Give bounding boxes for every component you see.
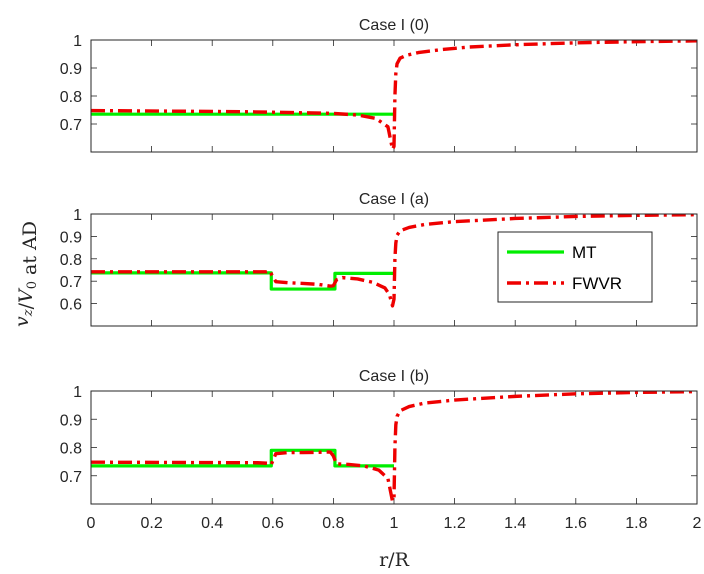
x-tick-label: 2 [693, 515, 702, 532]
x-axis-label: r/R [379, 549, 409, 571]
y-tick-label: 0.7 [60, 469, 82, 486]
axes-frame [90, 390, 698, 505]
y-tick-label: 0.9 [60, 229, 82, 246]
y-tick-label: 1 [73, 33, 82, 50]
x-tick-label: 0.4 [201, 515, 223, 532]
panel-title: Case I (a) [359, 191, 429, 208]
y-tick-label: 0.9 [60, 412, 82, 429]
series-mt-line [91, 271, 394, 291]
panel-3: Case I (b) 0.7 0.8 0.9 1 [60, 368, 698, 505]
x-tick-label: 0 [87, 515, 96, 532]
axes-frame [90, 39, 698, 153]
legend-box [497, 231, 653, 303]
y-tick-label: 0.9 [60, 61, 82, 78]
y-tick-label: 0.7 [60, 274, 82, 291]
y-tick-label: 0.8 [60, 252, 82, 269]
x-tick-label: 0.6 [262, 515, 284, 532]
series-fwvr-line [91, 214, 697, 308]
y-axis-label: vz/V0 at AD [11, 221, 41, 327]
panel-title: Case I (b) [359, 368, 429, 385]
series-fwvr-line [91, 391, 697, 503]
y-tick-label: 1 [73, 384, 82, 401]
y-tick-label: 0.8 [60, 89, 82, 106]
legend-label-mt: MT [572, 243, 597, 262]
x-tick-label: 1.4 [504, 515, 526, 532]
x-tick-label: 0.8 [322, 515, 344, 532]
axes-frame [90, 213, 698, 327]
x-tick-labels: 0 0.2 0.4 0.6 0.8 1 1.2 1.4 1.6 1.8 2 [87, 515, 702, 532]
panel-title: Case I (0) [359, 17, 429, 34]
y-tick-label: 0.7 [60, 117, 82, 134]
x-tick-label: 1.2 [443, 515, 465, 532]
x-tick-label: 1 [390, 515, 399, 532]
plot-area [91, 40, 697, 152]
y-tick-label: 0.6 [60, 297, 82, 314]
series-fwvr-line [91, 40, 697, 151]
series-mt-line [91, 448, 394, 468]
legend-label-fwvr: FWVR [572, 274, 622, 293]
x-tick-label: 0.2 [140, 515, 162, 532]
x-tick-label: 1.8 [625, 515, 647, 532]
panel-1: Case I (0) 0.7 0.8 0.9 1 [60, 17, 698, 153]
legend: MT FWVR [497, 231, 653, 303]
y-tick-label: 0.8 [60, 441, 82, 458]
x-tick-label: 1.6 [565, 515, 587, 532]
y-tick-label: 1 [73, 207, 82, 224]
